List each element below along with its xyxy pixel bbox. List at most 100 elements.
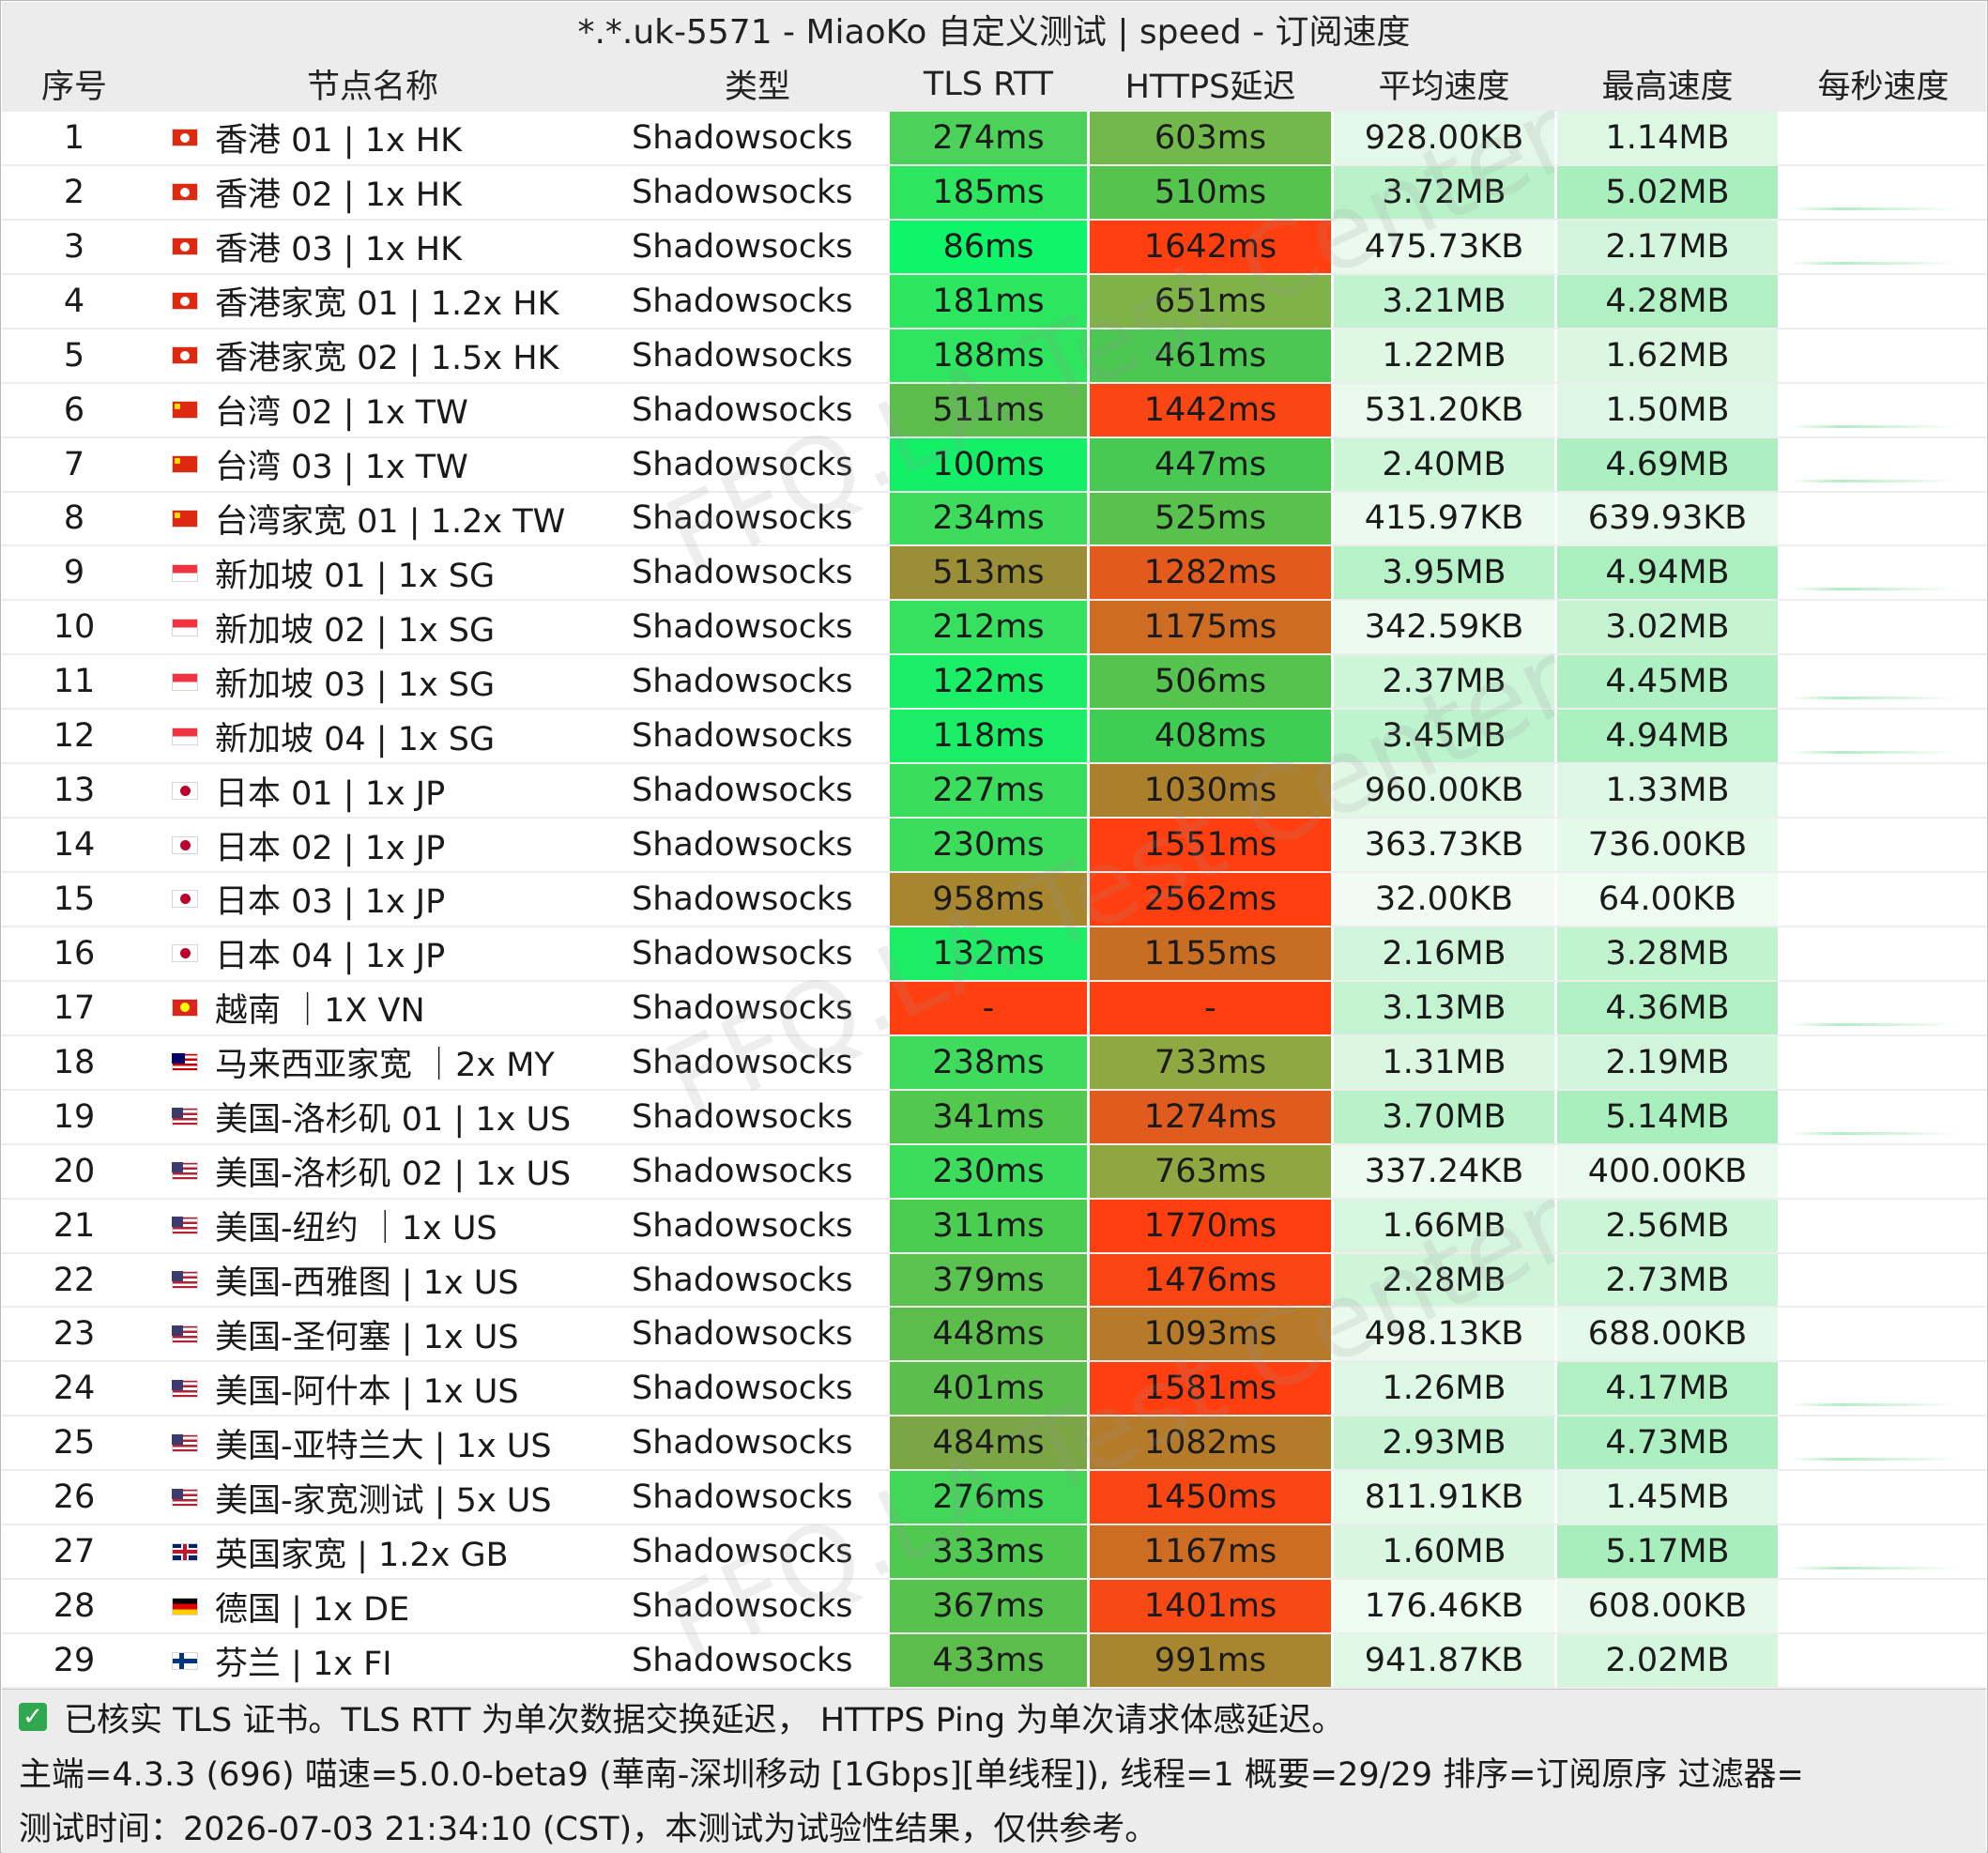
node-name: 新加坡 02 | 1x SG (215, 611, 496, 650)
https-delay-cell: 1442ms (1090, 383, 1331, 436)
https-delay-cell: 408ms (1090, 710, 1331, 763)
node-name: 美国-西雅图 | 1x US (215, 1264, 519, 1302)
node-type: Shadowsocks (632, 1315, 853, 1354)
tls-rtt-cell: 181ms (890, 274, 1087, 328)
table-row[interactable]: 6 台湾 02 | 1x TW Shadowsocks 511ms 1442ms 531.… (2, 383, 1986, 438)
per-second-speed-cell (1781, 1036, 1986, 1089)
max-speed-cell: 64.00KB (1557, 873, 1778, 926)
table-row[interactable]: 9 新加坡 01 | 1x SG Shadowsocks 513ms 1282ms 3.9… (2, 546, 1986, 602)
table-row[interactable]: 8 台湾家宽 01 | 1.2x TW Shadowsocks 234ms 525ms 4… (2, 492, 1986, 547)
table-row[interactable]: 21 美国-纽约 ｜1x US Shadowsocks 311ms 1770ms 1.66… (2, 1199, 1986, 1254)
max-speed-cell: 5.02MB (1557, 165, 1778, 219)
flag-us-icon (172, 1379, 198, 1398)
per-second-speed-cell (1781, 1362, 1986, 1415)
per-second-speed-cell (1781, 1254, 1986, 1307)
table-row[interactable]: 24 美国-阿什本 | 1x US Shadowsocks 401ms 1581ms 1.… (2, 1362, 1986, 1417)
max-speed-cell: 2.73MB (1557, 1253, 1778, 1307)
node-name: 新加坡 04 | 1x SG (215, 720, 496, 758)
node-type: Shadowsocks (632, 282, 853, 320)
column-header-type: 类型 (724, 69, 790, 106)
node-name: 日本 02 | 1x JP (215, 829, 446, 867)
tls-rtt-cell: 513ms (890, 546, 1087, 600)
table-row[interactable]: 23 美国-圣何塞 | 1x US Shadowsocks 448ms 1093ms 49… (2, 1308, 1986, 1363)
table-row[interactable]: 26 美国-家宽测试 | 5x US Shadowsocks 276ms 1450ms 8… (2, 1471, 1986, 1526)
row-index: 12 (53, 717, 96, 756)
table-row[interactable]: 22 美国-西雅图 | 1x US Shadowsocks 379ms 1476ms 2.… (2, 1253, 1986, 1309)
table-row[interactable]: 20 美国-洛杉矶 02 | 1x US Shadowsocks 230ms 763ms… (2, 1144, 1986, 1200)
table-row[interactable]: 13 日本 01 | 1x JP Shadowsocks 227ms 1030ms 960… (2, 764, 1986, 819)
per-second-speed-cell (1781, 819, 1986, 871)
max-speed-cell: 400.00KB (1557, 1144, 1778, 1198)
per-second-speed-cell (1781, 1200, 1986, 1252)
node-type: Shadowsocks (632, 1261, 853, 1299)
node-name: 日本 04 | 1x JP (215, 938, 446, 976)
avg-speed-cell: 1.66MB (1334, 1199, 1554, 1252)
https-delay-cell: 1175ms (1090, 601, 1331, 654)
row-index: 28 (53, 1587, 96, 1626)
per-second-speed-cell (1781, 546, 1986, 599)
table-row[interactable]: 5 香港家宽 02 | 1.5x HK Shadowsocks 188ms 461ms 1… (2, 329, 1986, 384)
table-row[interactable]: 3 香港 03 | 1x HK Shadowsocks 86ms 1642ms 475.7… (2, 220, 1986, 275)
max-speed-cell: 1.50MB (1557, 383, 1778, 436)
node-type: Shadowsocks (632, 1478, 853, 1517)
speed-sparkline (1790, 588, 1958, 591)
table-row[interactable]: 2 香港 02 | 1x HK Shadowsocks 185ms 510ms 3.72M… (2, 165, 1986, 221)
node-name-cell: 新加坡 01 | 1x SG (166, 546, 626, 599)
table-row[interactable]: 25 美国-亚特兰大 | 1x US Shadowsocks 484ms 1082ms 2… (2, 1417, 1986, 1472)
tls-rtt-cell: 379ms (890, 1253, 1087, 1307)
table-row[interactable]: 11 新加坡 03 | 1x SG Shadowsocks 122ms 506ms 2.3… (2, 655, 1986, 711)
avg-speed-cell: 3.95MB (1334, 546, 1554, 600)
row-index: 13 (53, 772, 96, 810)
row-index: 14 (53, 826, 96, 865)
flag-us-icon (172, 1217, 198, 1235)
table-row[interactable]: 12 新加坡 04 | 1x SG Shadowsocks 118ms 408ms 3.4… (2, 710, 1986, 765)
table-row[interactable]: 17 越南 ｜1X VN Shadowsocks - -3.13MB 4.36MB (2, 981, 1986, 1036)
max-speed-cell: 4.69MB (1557, 437, 1778, 491)
https-delay-cell: 1401ms (1090, 1580, 1331, 1633)
per-second-speed-cell (1781, 710, 1986, 762)
https-delay-cell: 1167ms (1090, 1525, 1331, 1579)
flag-us-icon (172, 1433, 198, 1452)
max-speed-cell: 2.17MB (1557, 220, 1778, 273)
max-speed-cell: 1.33MB (1557, 764, 1778, 818)
node-name-cell: 马来西亚家宽 ｜2x MY (166, 1036, 626, 1089)
max-speed-cell: 2.02MB (1557, 1634, 1778, 1687)
table-row[interactable]: 29 芬兰 | 1x FI Shadowsocks 433ms 991ms 941.87K… (2, 1634, 1986, 1689)
per-second-speed-cell (1781, 1634, 1986, 1687)
table-row[interactable]: 7 台湾 03 | 1x TW Shadowsocks 100ms 447ms 2.40M… (2, 437, 1986, 493)
node-name: 台湾 02 | 1x TW (215, 394, 468, 433)
table-row[interactable]: 10 新加坡 02 | 1x SG Shadowsocks 212ms 1175ms 34… (2, 601, 1986, 656)
node-type: Shadowsocks (632, 1097, 853, 1136)
flag-hk-icon (172, 346, 198, 365)
node-type: Shadowsocks (632, 499, 853, 538)
max-speed-cell: 4.45MB (1557, 655, 1778, 709)
row-index: 6 (63, 391, 85, 429)
https-delay-cell: - (1090, 981, 1331, 1034)
table-row[interactable]: 28 德国 | 1x DE Shadowsocks 367ms 1401ms 176.46… (2, 1580, 1986, 1635)
max-speed-cell: 4.94MB (1557, 546, 1778, 600)
https-delay-cell: 1155ms (1090, 926, 1331, 980)
per-second-speed-cell (1781, 438, 1986, 491)
node-name-cell: 德国 | 1x DE (166, 1580, 626, 1632)
node-name-cell: 美国-亚特兰大 | 1x US (166, 1417, 626, 1469)
table-row[interactable]: 19 美国-洛杉矶 01 | 1x US Shadowsocks 341ms 1274m… (2, 1090, 1986, 1145)
table-row[interactable]: 27 英国家宽 | 1.2x GB Shadowsocks 333ms 1167ms 1.… (2, 1525, 1986, 1581)
per-second-speed-cell (1781, 1525, 1986, 1578)
tls-rtt-cell: 238ms (890, 1035, 1087, 1089)
footer-panel: ✓ 已核实 TLS 证书。TLS RTT 为单次数据交换延迟， HTTPS Pi… (2, 1689, 1986, 1853)
node-type: Shadowsocks (632, 1642, 853, 1680)
table-row[interactable]: 14 日本 02 | 1x JP Shadowsocks 230ms 1551ms 363… (2, 819, 1986, 874)
node-type: Shadowsocks (632, 1370, 853, 1408)
flag-us-icon (172, 1162, 198, 1181)
avg-speed-cell: 1.60MB (1334, 1525, 1554, 1579)
table-row[interactable]: 1 香港 01 | 1x HK Shadowsocks 274ms 603ms 928.0… (2, 112, 1986, 166)
table-row[interactable]: 16 日本 04 | 1x JP Shadowsocks 132ms 1155ms 2.1… (2, 926, 1986, 982)
table-row[interactable]: 4 香港家宽 01 | 1.2x HK Shadowsocks 181ms 651ms 3… (2, 274, 1986, 329)
max-speed-cell: 4.17MB (1557, 1362, 1778, 1416)
table-row[interactable]: 18 马来西亚家宽 ｜2x MY Shadowsocks 238ms 733ms 1.31… (2, 1035, 1986, 1091)
max-speed-cell: 3.02MB (1557, 601, 1778, 654)
check-icon: ✓ (19, 1703, 47, 1731)
table-row[interactable]: 15 日本 03 | 1x JP Shadowsocks 958ms 2562ms 32.… (2, 873, 1986, 927)
per-second-speed-cell (1781, 275, 1986, 328)
speed-sparkline (1790, 1403, 1958, 1407)
